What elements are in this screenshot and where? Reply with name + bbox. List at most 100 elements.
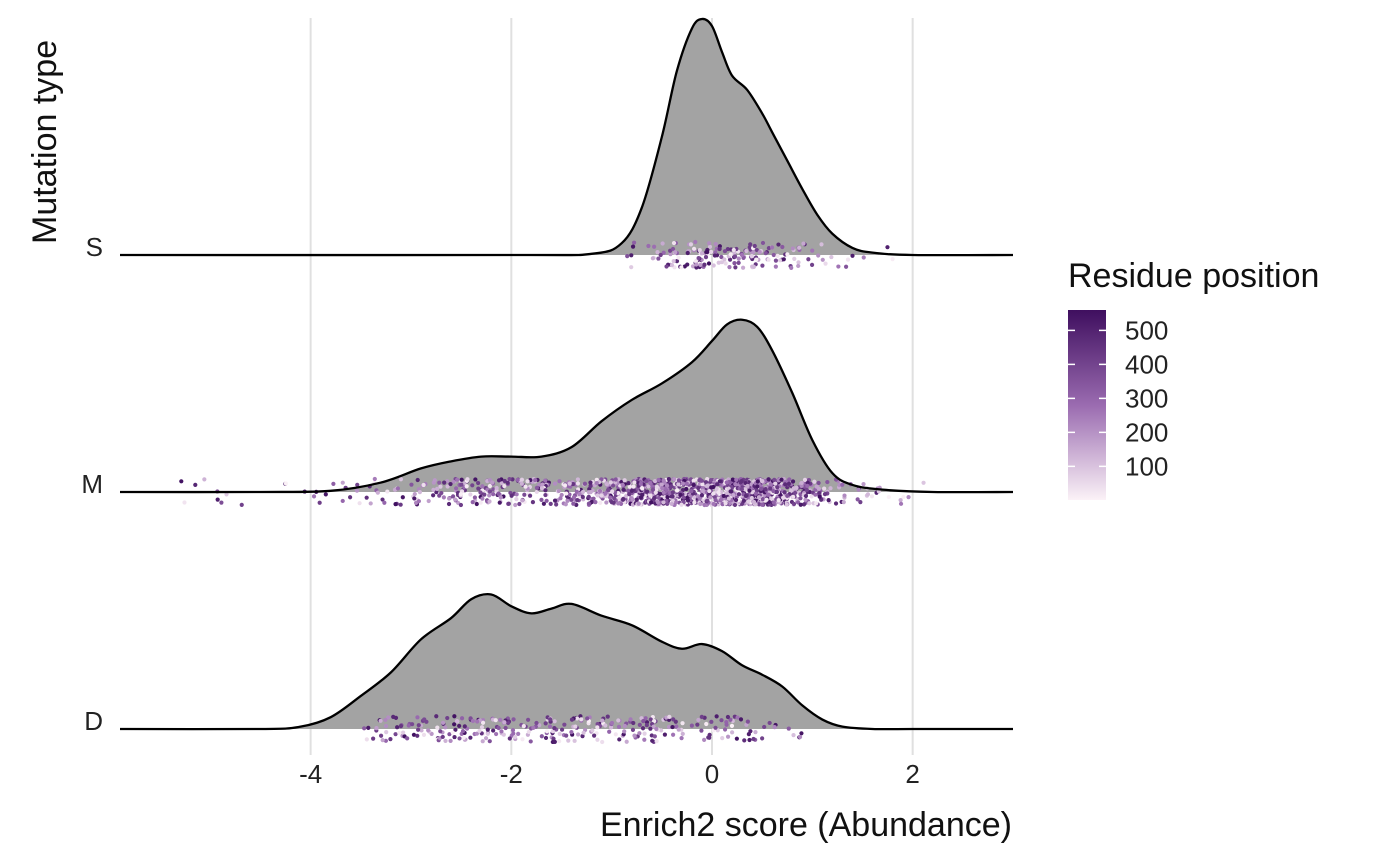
data-point [541,501,547,506]
data-point [753,730,758,735]
data-point [603,723,608,728]
data-point [796,263,801,269]
data-point [796,260,801,265]
data-point [690,264,696,269]
data-point [783,482,788,487]
data-point [593,500,598,505]
data-point [599,493,604,498]
data-point [744,248,749,254]
data-point [652,718,657,724]
data-point [769,245,775,250]
data-point [388,737,393,742]
data-point [672,477,677,482]
data-point [366,725,371,730]
data-point [659,482,664,487]
data-point [730,477,735,482]
data-point [775,485,780,490]
data-point [603,491,608,496]
data-point [511,731,516,736]
data-point [805,483,810,488]
x-tick-labels: -4 -2 0 2 [299,759,920,789]
data-point [676,482,681,487]
data-point [685,498,691,503]
data-point [817,494,822,499]
data-point [779,477,784,482]
data-point [382,500,387,505]
data-point [652,478,658,484]
data-point [791,486,796,491]
data-point [616,724,622,730]
density-area-D [120,594,1013,730]
data-point [354,488,360,493]
data-point [841,499,846,505]
data-point [435,486,440,491]
data-point [723,261,728,266]
data-point [729,723,735,728]
data-point [580,734,585,739]
data-point [507,736,512,741]
data-point [525,717,531,722]
data-point [421,732,427,737]
data-point [513,734,518,740]
data-point [531,725,536,730]
data-point [501,732,506,737]
data-point [691,482,696,487]
data-point [688,242,694,247]
data-point [581,489,586,494]
data-point [599,477,604,482]
data-point [716,260,721,265]
data-point [323,492,328,497]
data-point [642,731,647,736]
data-point [728,489,733,494]
data-point [514,492,519,497]
data-point [487,493,492,498]
data-point [447,732,452,737]
data-point [698,262,703,268]
data-point [636,501,641,506]
data-point [446,496,452,501]
x-tick-label: -4 [299,759,322,789]
data-point [625,254,630,259]
data-point [371,736,376,741]
data-point [496,491,501,496]
data-point [843,264,849,269]
data-point [734,477,739,482]
data-point [487,483,493,489]
y-tick-label-D: D [84,706,103,736]
data-point [785,252,790,257]
data-point [652,734,657,739]
data-point [728,252,733,257]
data-point [692,495,697,500]
data-point [755,484,760,489]
data-point [620,482,625,488]
data-point [699,478,704,483]
data-point [569,717,575,722]
density-ridges [119,17,1014,745]
data-point [624,494,629,499]
data-point [415,477,420,483]
data-point [674,724,679,729]
data-point [760,263,765,268]
data-point [476,480,481,486]
data-point [637,722,642,728]
data-point [721,493,726,499]
data-point [693,239,698,245]
data-point [886,494,891,500]
data-point [727,257,733,262]
data-point [751,249,756,255]
data-point [656,256,661,261]
data-point [452,722,457,727]
data-point [816,486,822,491]
data-point [624,739,629,744]
data-point [490,480,495,485]
data-point [733,254,738,259]
data-point [480,484,485,489]
data-point [713,250,718,255]
data-point [749,254,754,259]
data-point [727,265,732,270]
data-point [416,499,421,504]
data-point [612,496,617,501]
data-point [836,264,841,269]
data-point [563,502,568,507]
data-point [458,492,463,497]
